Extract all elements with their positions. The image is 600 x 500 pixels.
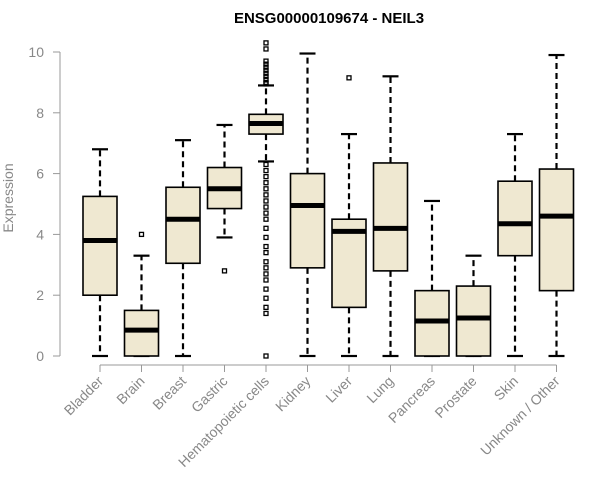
x-tick-label: Bladder [61, 373, 107, 419]
outlier-point [263, 173, 269, 180]
outlier-point [263, 70, 269, 76]
outlier-point [263, 304, 269, 311]
outlier-point [263, 353, 269, 359]
outlier-point [263, 40, 269, 46]
outlier-point [263, 216, 269, 222]
y-axis: 0 2 4 6 8 10 [28, 44, 61, 364]
box-iqr [372, 162, 409, 272]
chart-title: ENSG00000109674 - NEIL3 [234, 10, 424, 27]
box-4 [248, 40, 284, 359]
outlier-point [263, 167, 269, 174]
y-tick-label: 10 [28, 44, 44, 60]
box-6 [331, 75, 367, 358]
outlier-point [263, 67, 269, 73]
outlier-point [263, 81, 269, 87]
box-iqr [165, 186, 201, 265]
box-iqr [289, 172, 326, 269]
outlier-point [263, 310, 269, 317]
box-1 [123, 231, 160, 358]
y-tick-label: 2 [36, 287, 44, 303]
y-tick-label: 4 [36, 226, 44, 242]
outlier-point [263, 265, 269, 271]
outlier-point [138, 231, 145, 238]
outlier-point [263, 286, 269, 292]
x-tick-label: Kidney [272, 373, 314, 415]
y-tick-label: 6 [36, 166, 44, 182]
outlier-point [346, 75, 352, 81]
x-tick-label: Liver [322, 373, 355, 406]
outlier-point [221, 268, 228, 274]
box-0 [82, 148, 118, 358]
outlier-point [263, 225, 269, 231]
outlier-point [263, 295, 269, 301]
box-5 [289, 52, 326, 358]
outlier-point [263, 61, 269, 67]
x-tick-label: Lung [363, 373, 396, 406]
y-tick-label: 8 [36, 105, 44, 121]
outlier-point [263, 271, 269, 277]
box-7 [372, 75, 409, 358]
x-tick-label: Breast [149, 373, 189, 413]
box-iqr [82, 195, 118, 296]
outlier-point [263, 64, 269, 70]
box-3 [206, 123, 243, 274]
outlier-point [263, 180, 269, 186]
outlier-point [263, 277, 269, 283]
outlier-point [263, 249, 269, 256]
outlier-point [263, 259, 269, 265]
box-10 [497, 132, 533, 358]
outlier-point [263, 73, 269, 79]
outlier-point [263, 243, 269, 250]
x-tick-label: Brain [113, 373, 147, 407]
y-tick-label: 0 [36, 348, 44, 364]
x-tick-label: Unknown / Other [477, 373, 563, 459]
box-iqr [497, 180, 533, 257]
outlier-point [263, 234, 269, 241]
box-iqr [455, 285, 492, 357]
box-iqr [331, 218, 367, 309]
outlier-point [263, 210, 269, 216]
box-2 [165, 139, 201, 358]
box-11 [538, 53, 575, 358]
x-tick-label: Skin [491, 373, 522, 404]
x-tick-label: Prostate [431, 373, 479, 421]
outlier-point [263, 58, 269, 64]
outlier-point [263, 204, 269, 210]
outlier-point [263, 192, 269, 198]
box-iqr [123, 309, 160, 357]
box-iqr [538, 168, 575, 292]
y-axis-label: Expression [0, 163, 16, 232]
box-8 [414, 199, 450, 358]
outlier-point [263, 186, 269, 192]
outlier-point [263, 161, 269, 168]
box-series [82, 40, 575, 359]
box-9 [455, 254, 492, 358]
outlier-point [263, 198, 269, 204]
outlier-point [263, 46, 269, 52]
